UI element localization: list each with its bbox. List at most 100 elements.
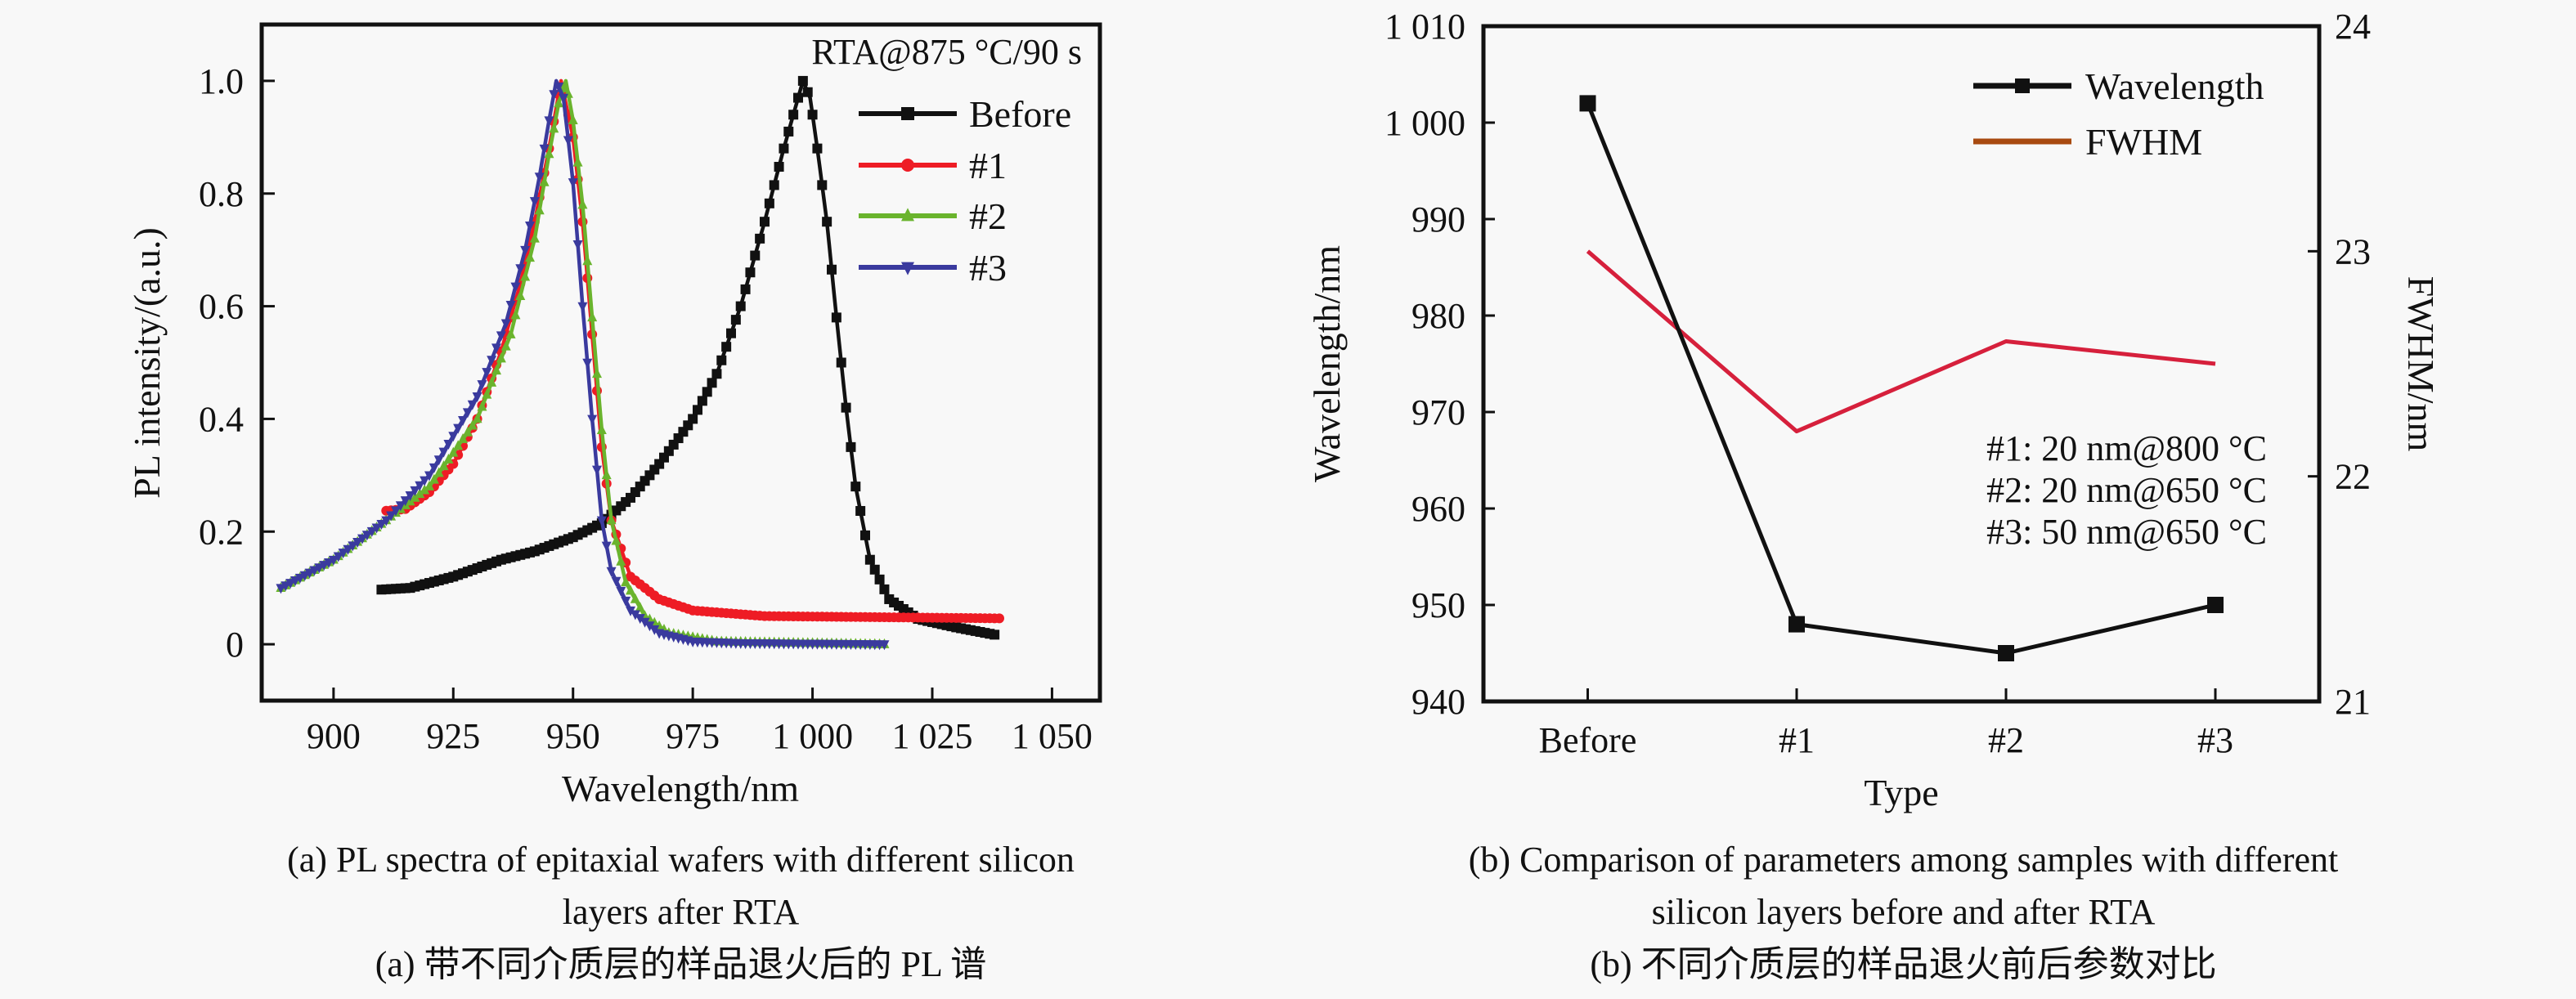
- chart-a-data-point: [621, 596, 631, 607]
- chart-a-x-tick-label: 975: [666, 716, 720, 756]
- chart-a-data-point: [333, 552, 343, 562]
- chart-a-y-tick-label: 0: [226, 625, 244, 665]
- chart-a-data-point: [592, 465, 602, 476]
- chart-a-data-point: [376, 520, 387, 531]
- chart-b-data-point: [1998, 645, 2014, 661]
- chart-a-series-layer: [276, 75, 1004, 651]
- chart-a-data-point: [630, 593, 640, 603]
- chart-b-annotation-2: #2: 20 nm@650 °C: [1986, 470, 2267, 510]
- chart-a-data-point: [850, 482, 861, 492]
- chart-b-x-tick-label: Before: [1539, 720, 1637, 760]
- chart-b-x-tick-label: #3: [2197, 720, 2233, 760]
- chart-a-data-point: [371, 523, 382, 534]
- chart-b-y-tick-label: 980: [1411, 296, 1465, 336]
- chart-a-data-point: [812, 143, 823, 154]
- chart-a-data-point: [391, 506, 401, 517]
- chart-a-data-point: [587, 414, 598, 425]
- chart-a-series-before: [376, 75, 1000, 640]
- chart-a-data-point: [534, 172, 545, 183]
- chart-a-data-point: [352, 537, 363, 548]
- chart-a-data-point: [783, 126, 794, 137]
- chart-a-data-point: [458, 433, 468, 444]
- chart-b-series-line: [1586, 249, 2216, 434]
- chart-a-data-point: [505, 301, 516, 311]
- chart-a-data-point: [688, 414, 698, 424]
- chart-a-data-point: [433, 467, 444, 477]
- chart-a-data-point: [587, 311, 598, 322]
- chart-a-legend-label: #1: [969, 145, 1007, 186]
- chart-a-data-point: [482, 368, 492, 379]
- chart-a-data-point: [807, 110, 818, 120]
- chart-a-data-point: [568, 114, 578, 124]
- chart-a-annotation-rta: RTA@875 °C/90 s: [811, 32, 1082, 72]
- chart-a-data-point: [649, 625, 660, 635]
- chart-a-data-point: [740, 284, 751, 294]
- chart-a-data-point: [874, 574, 885, 585]
- caption-b-english-line-2: silicon layers before and after RTA: [1651, 892, 2156, 932]
- chart-a-data-point: [611, 535, 622, 545]
- chart-b-series-line: [1586, 102, 2216, 656]
- chart-a-data-point: [606, 514, 617, 525]
- chart-a-x-tick-label: 1 050: [1012, 716, 1093, 756]
- chart-b-y-right-tick-label: 21: [2335, 682, 2371, 722]
- chart-b-legend-label: Wavelength: [2085, 65, 2264, 107]
- caption-a-english-line-1: (a) PL spectra of epitaxial wafers with …: [287, 840, 1075, 880]
- chart-a-data-point: [496, 352, 506, 363]
- chart-b-y-tick-label: 990: [1411, 199, 1465, 240]
- chart-a-data-point: [395, 501, 406, 512]
- caption-b-chinese: (b) 不同介质层的样品退火前后参数对比: [1590, 944, 2217, 984]
- chart-a-data-point: [482, 388, 492, 399]
- chart-a-data-point: [721, 342, 732, 352]
- chart-a-data-point: [487, 376, 497, 387]
- chart-a-data-point: [990, 629, 1000, 640]
- chart-a-data-point: [343, 544, 353, 555]
- chart-a-data-point: [568, 178, 578, 189]
- chart-a-data-point: [836, 357, 846, 368]
- chart-a-x-tick-label: 1 025: [892, 716, 973, 756]
- chart-a-data-point: [438, 447, 449, 458]
- chart-a-data-point: [381, 516, 392, 526]
- chart-a-data-point: [410, 491, 420, 502]
- chart-a-data-point: [420, 476, 430, 486]
- chart-a-data-point: [510, 309, 521, 320]
- chart-a-legend-marker: [901, 159, 914, 172]
- chart-a-data-point: [596, 516, 607, 526]
- chart-a-y-axis: 0 0.2 0.4 0.6 0.8 1.0: [199, 61, 275, 665]
- chart-a-data-point: [520, 245, 531, 256]
- chart-a-data-point: [544, 148, 554, 159]
- chart-b-series-wavelength: [1579, 95, 2224, 661]
- chart-a-data-point: [563, 136, 573, 146]
- chart-a-data-point: [621, 576, 631, 587]
- chart-a-data-point: [779, 143, 789, 154]
- chart-b-y-axis-title-left: Wavelength/nm: [1306, 245, 1348, 482]
- caption-b-english-line-1: (b) Comparison of parameters among sampl…: [1468, 840, 2339, 880]
- chart-a-data-point: [462, 408, 473, 419]
- chart-a-data-point: [429, 473, 439, 484]
- chart-a-legend-label: #2: [969, 195, 1007, 237]
- chart-a-data-point: [764, 198, 774, 208]
- chart-b-legend: Wavelength FWHM: [1973, 65, 2264, 163]
- chart-b-x-tick-label: #2: [1988, 720, 2024, 760]
- chart-a-x-tick-label: 950: [546, 716, 600, 756]
- chart-b-series-fwhm: [1586, 249, 2216, 434]
- chart-a-series-sample-2: [276, 78, 890, 648]
- chart-a-data-point: [855, 505, 866, 516]
- chart-a-data-point: [515, 264, 526, 275]
- chart-a-data-point: [822, 217, 832, 227]
- chart-b-y-right-tick-label: 24: [2335, 7, 2371, 47]
- chart-b-x-tick-label: #1: [1779, 720, 1815, 760]
- chart-b-legend-marker: [2015, 78, 2030, 93]
- chart-a-data-point: [735, 301, 746, 311]
- chart-b-y-axis-right: 21 22 23 24: [2308, 7, 2371, 722]
- chart-a-data-point: [760, 217, 770, 227]
- chart-a-data-point: [611, 576, 622, 587]
- chart-a-plot-frame: [259, 22, 1102, 703]
- chart-a-data-point: [520, 271, 531, 281]
- chart-a-data-point: [539, 144, 550, 155]
- chart-a-data-point: [338, 549, 348, 559]
- chart-a-data-point: [592, 368, 602, 379]
- chart-a-data-point: [424, 480, 434, 491]
- chart-a-data-point: [716, 355, 727, 365]
- chart-a-data-point: [577, 199, 588, 209]
- chart-a-data-point: [577, 302, 588, 312]
